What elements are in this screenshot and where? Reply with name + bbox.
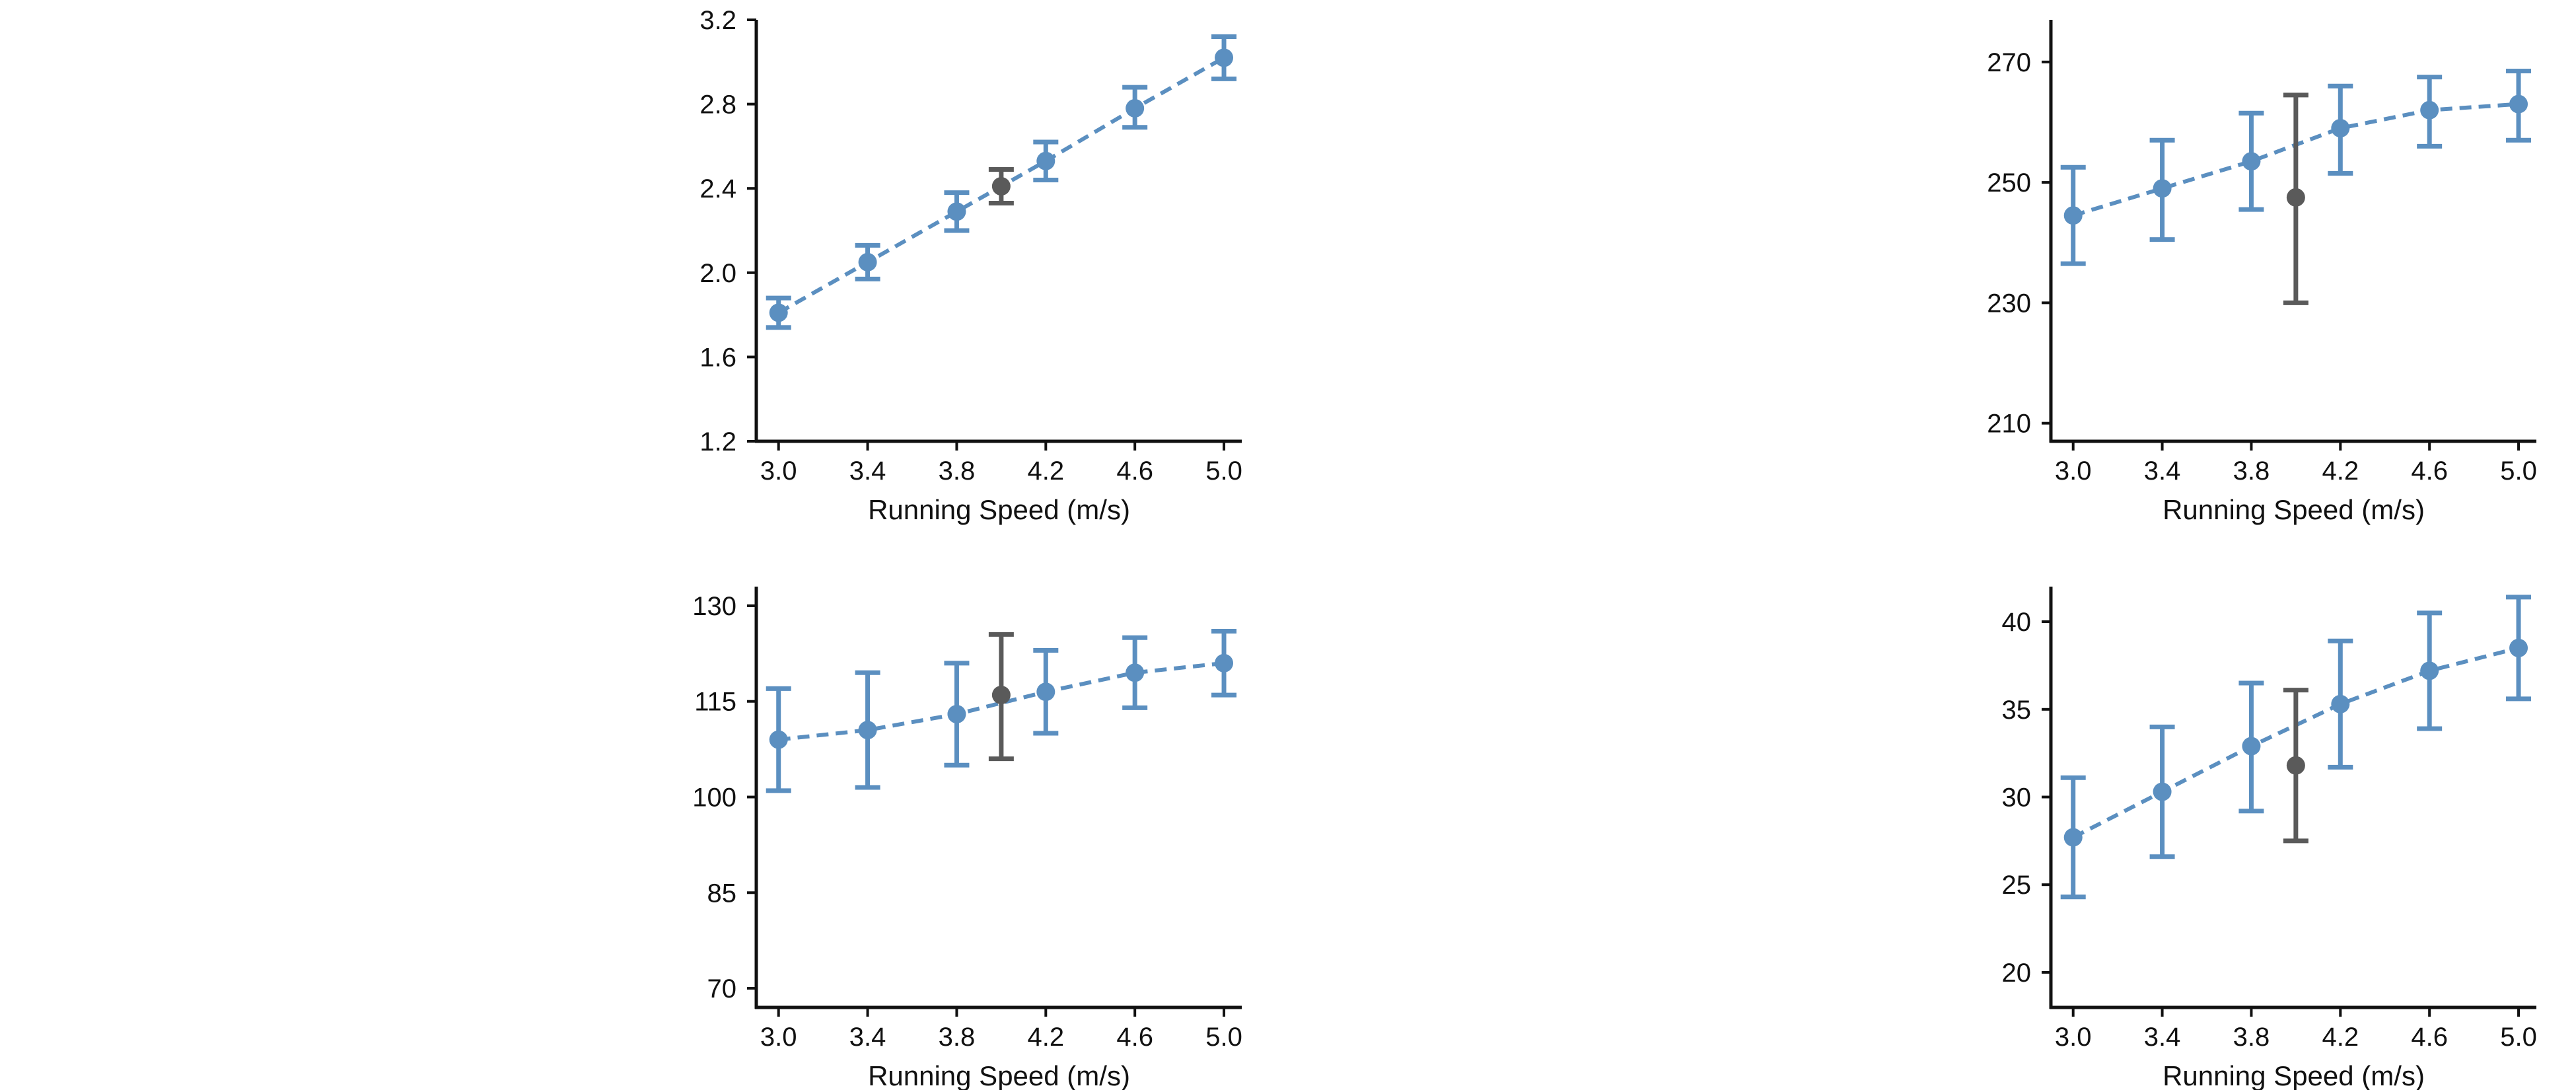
x-tick-label: 4.2 (1027, 456, 1064, 486)
panel-bottom-left: 70 85 100 115 130 3.0 3.4 3.8 4.2 4.6 5.0 Running S… (692, 587, 1242, 1090)
y-tick-label: 25 (2002, 871, 2032, 900)
x-tick-label: 4.2 (2322, 456, 2359, 486)
y-tick-label: 1.6 (699, 343, 736, 372)
y-tick-label: 35 (2002, 696, 2032, 725)
x-tick-label: 5.0 (2500, 456, 2537, 486)
data-point (769, 303, 788, 322)
data-point (947, 202, 966, 221)
y-tick-label: 20 (2002, 959, 2032, 988)
data-point (2420, 661, 2439, 680)
panel-top-right: 210 230 250 270 3.0 3.4 3.8 4.2 4.6 5.0 Running Sp… (1987, 20, 2537, 525)
x-tick-label: 4.2 (2322, 1023, 2359, 1052)
y-tick-label: 130 (692, 592, 736, 621)
x-axis-label: Running Speed (m/s) (2163, 1060, 2425, 1090)
y-tick-label: 210 (1987, 410, 2031, 439)
data-point (2420, 100, 2439, 120)
y-tick-label: 30 (2002, 783, 2032, 813)
data-point (858, 252, 877, 272)
x-tick-label: 3.0 (2055, 1023, 2092, 1052)
x-tick-label: 5.0 (1205, 456, 1242, 486)
data-point (1036, 151, 1055, 170)
data-point (2063, 206, 2083, 225)
highlight-point (991, 177, 1011, 196)
y-tick-label: 2.4 (699, 174, 736, 203)
x-tick-label: 3.4 (849, 456, 886, 486)
data-point (2331, 119, 2350, 138)
y-tick-label: 40 (2002, 608, 2032, 637)
data-point (2153, 782, 2172, 801)
data-point (2509, 94, 2528, 114)
x-tick-label: 3.0 (760, 1023, 797, 1052)
x-tick-label: 4.6 (1116, 1023, 1153, 1052)
x-axis-label: Running Speed (m/s) (868, 494, 1130, 525)
y-tick-label: 230 (1987, 289, 2031, 318)
panel-top-left: 1.2 1.6 2.0 2.4 2.8 3.2 3.0 3.4 3.8 4.2 4.6 5.0 Runn… (699, 6, 1242, 525)
x-tick-label: 3.4 (2144, 456, 2181, 486)
y-tick-label: 2.0 (699, 259, 736, 288)
highlight-point (2286, 756, 2305, 775)
x-tick-label: 3.8 (939, 456, 976, 486)
data-point (947, 705, 966, 724)
x-axis-label: Running Speed (m/s) (868, 1060, 1130, 1090)
x-tick-label: 3.0 (760, 456, 797, 486)
data-point (2331, 694, 2350, 713)
x-tick-label: 3.0 (2055, 456, 2092, 486)
highlight-point (991, 686, 1011, 705)
x-tick-label: 3.4 (2144, 1023, 2181, 1052)
x-tick-label: 4.2 (1027, 1023, 1064, 1052)
x-tick-label: 4.6 (2411, 1023, 2448, 1052)
x-tick-label: 4.6 (2411, 456, 2448, 486)
y-tick-label: 3.2 (699, 6, 736, 35)
data-point (2509, 638, 2528, 657)
data-point (1126, 98, 1145, 118)
data-point (1036, 682, 1055, 702)
x-tick-label: 4.6 (1116, 456, 1153, 486)
y-tick-label: 1.2 (699, 427, 736, 456)
y-tick-label: 270 (1987, 48, 2031, 77)
x-tick-label: 3.8 (2233, 456, 2270, 486)
data-point (769, 730, 788, 749)
x-tick-label: 3.8 (2233, 1023, 2270, 1052)
x-tick-label: 5.0 (2500, 1023, 2537, 1052)
y-tick-label: 115 (694, 688, 736, 717)
x-axis-label: Running Speed (m/s) (2163, 494, 2425, 525)
data-point (2153, 179, 2172, 198)
data-point (1215, 653, 1234, 672)
panel-bottom-right: 20 25 30 35 40 3.0 3.4 3.8 4.2 4.6 5.0 Running Spee… (2002, 587, 2537, 1090)
data-point (1126, 663, 1145, 682)
y-tick-label: 70 (707, 974, 737, 1003)
x-tick-label: 5.0 (1205, 1023, 1242, 1052)
data-point (2242, 737, 2261, 756)
highlight-point (2286, 188, 2305, 207)
y-tick-label: 100 (692, 783, 736, 813)
data-point (2242, 152, 2261, 171)
y-tick-label: 250 (1987, 168, 2031, 198)
y-tick-label: 85 (707, 879, 737, 908)
x-tick-label: 3.8 (939, 1023, 976, 1052)
data-point (1215, 48, 1234, 67)
data-point (2063, 828, 2083, 847)
x-tick-label: 3.4 (849, 1023, 886, 1052)
y-tick-label: 2.8 (699, 91, 736, 120)
data-point (858, 721, 877, 740)
